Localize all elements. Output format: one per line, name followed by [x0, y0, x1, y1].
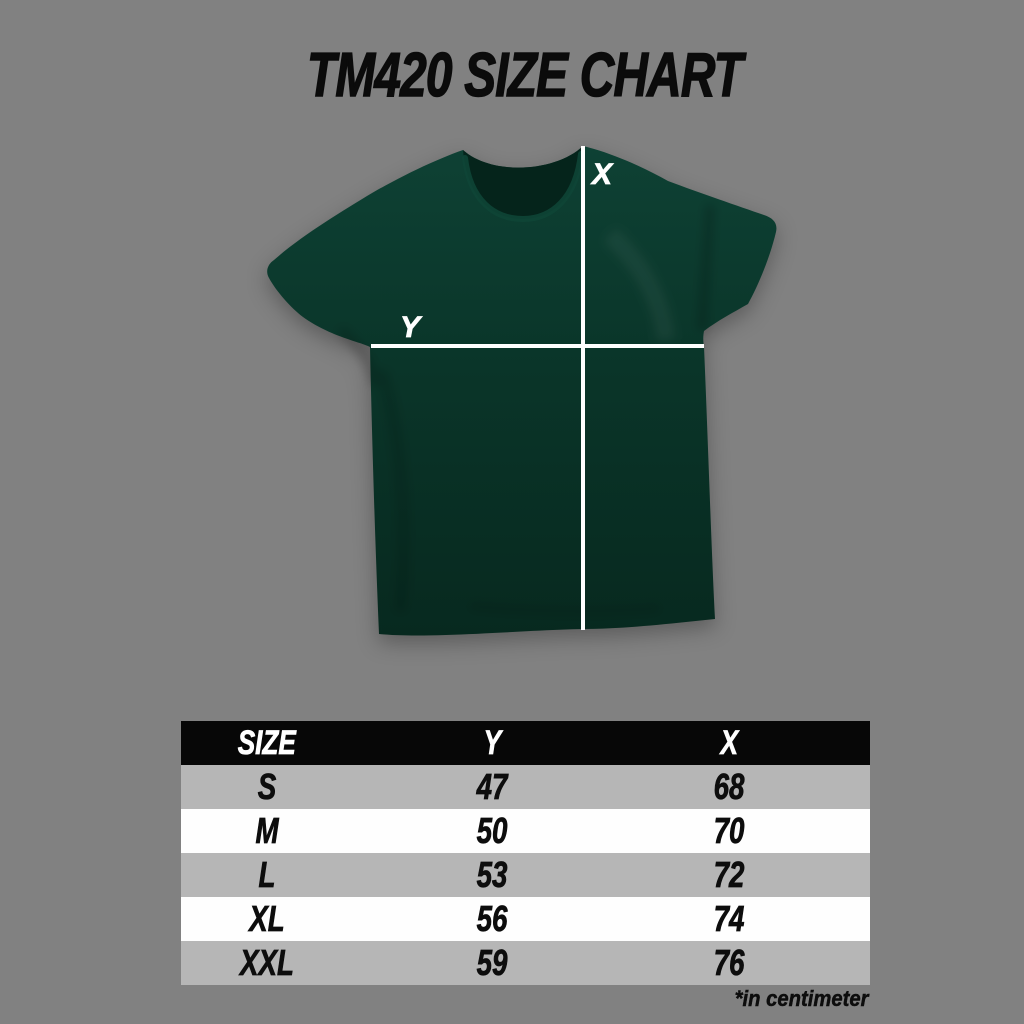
- size-cell: XL: [249, 898, 285, 940]
- size-cell: XXL: [240, 942, 295, 984]
- y-value-cell: 59: [476, 942, 508, 984]
- x-value-cell: 68: [713, 766, 745, 808]
- collar-band: [462, 151, 584, 223]
- y-value-cell: 56: [476, 898, 508, 940]
- y-value-cell: 47: [476, 766, 508, 808]
- col-header-size: SIZE: [237, 724, 297, 763]
- table-row-s: S 47 68: [181, 765, 870, 809]
- table-row-m: M 50 70: [181, 809, 870, 853]
- fabric-creases: [337, 204, 714, 615]
- size-table-header-row: SIZE Y X: [181, 721, 870, 765]
- size-cell: S: [257, 766, 277, 808]
- x-value-cell: 76: [713, 942, 745, 984]
- size-cell: L: [258, 854, 276, 896]
- size-table: SIZE Y X S 47 68 M 50 70 L 53 72: [181, 721, 870, 985]
- x-line-label: X: [590, 158, 614, 191]
- neck-opening: [463, 146, 583, 219]
- length-measure-line-x: [581, 146, 585, 630]
- unit-footnote: *in centimeter: [723, 986, 868, 1012]
- chest-measure-line-y: [371, 344, 704, 348]
- page-title: TM420 SIZE CHART: [0, 40, 1024, 111]
- col-header-y: Y: [483, 724, 501, 763]
- y-value-cell: 53: [476, 854, 508, 896]
- page-title-text: TM420 SIZE CHART: [306, 40, 743, 111]
- x-value-cell: 72: [713, 854, 745, 896]
- col-header-x: X: [720, 724, 738, 763]
- table-row-xxl: XXL 59 76: [181, 941, 870, 985]
- y-line-label: Y: [400, 311, 423, 344]
- table-row-l: L 53 72: [181, 853, 870, 897]
- x-value-cell: 70: [713, 810, 745, 852]
- table-row-xl: XL 56 74: [181, 897, 870, 941]
- y-value-cell: 50: [476, 810, 508, 852]
- unit-footnote-text: *in centimeter: [734, 986, 868, 1012]
- size-cell: M: [255, 810, 279, 852]
- x-value-cell: 74: [713, 898, 745, 940]
